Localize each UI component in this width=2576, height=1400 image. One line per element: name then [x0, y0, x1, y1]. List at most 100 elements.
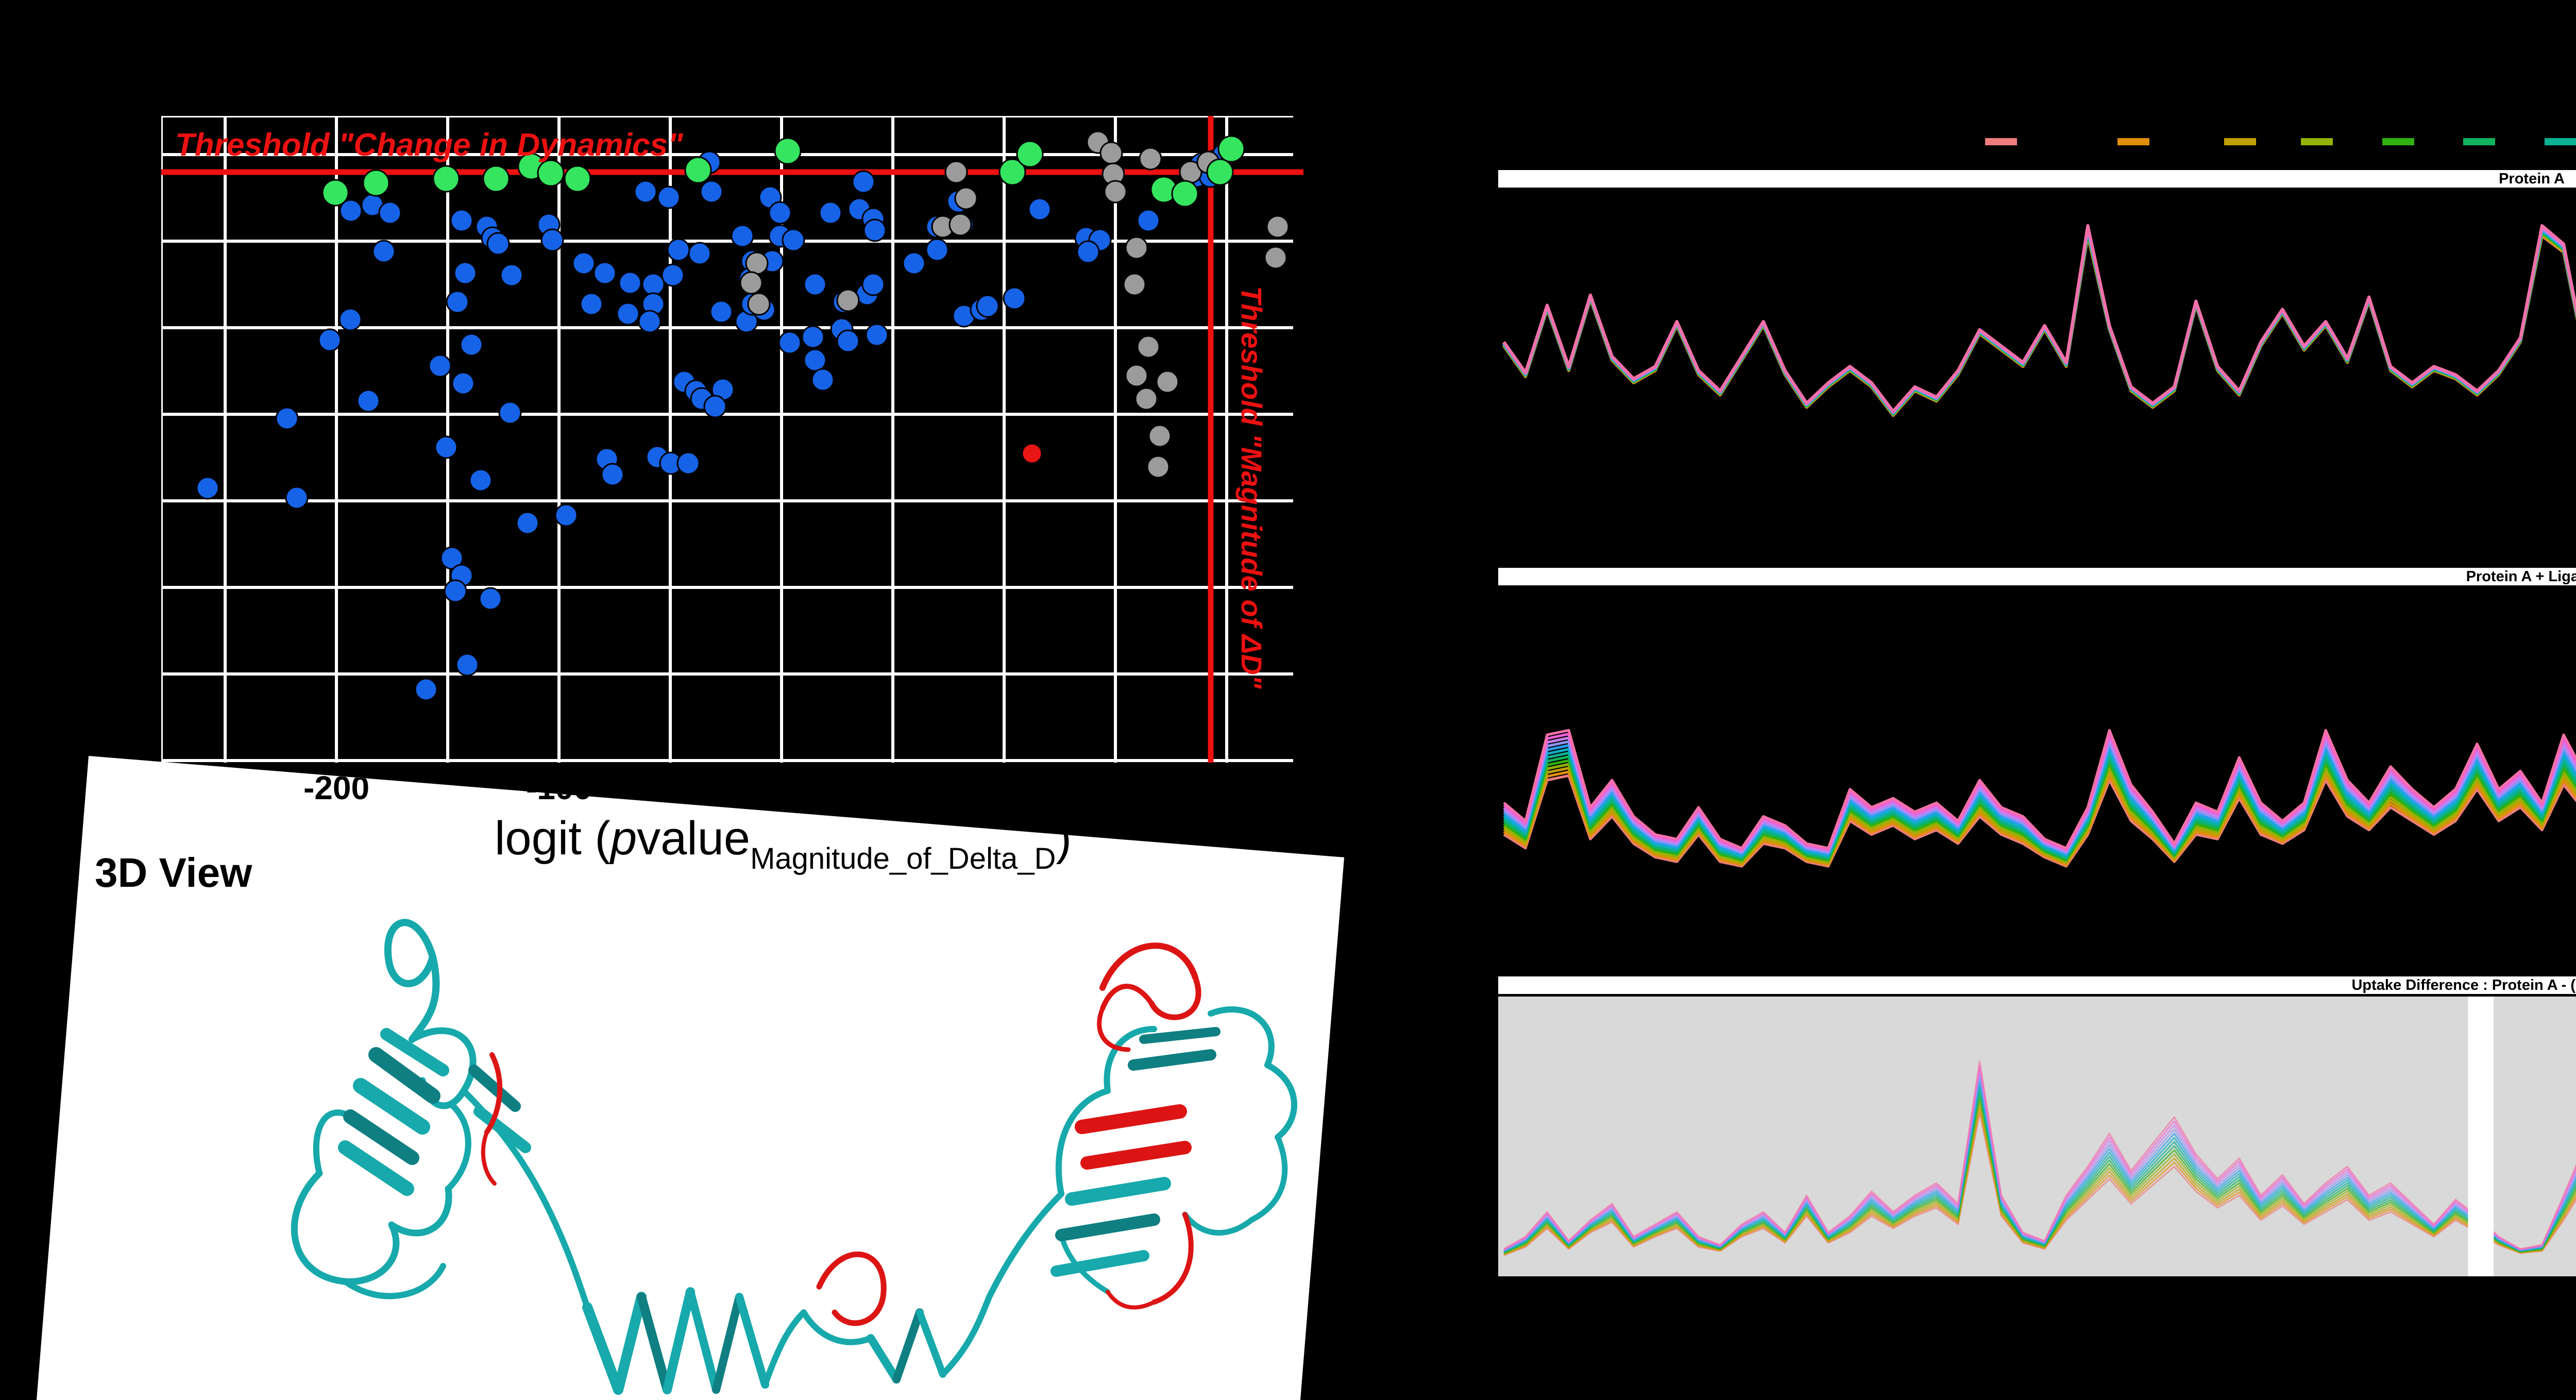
scatter-point-blue[interactable]: [414, 678, 438, 701]
scatter-point-blue[interactable]: [638, 310, 662, 333]
scatter-point-blue[interactable]: [657, 185, 681, 209]
scatter-point-gray[interactable]: [1104, 180, 1127, 204]
scatter-point-blue[interactable]: [580, 292, 603, 316]
scatter-point-blue[interactable]: [861, 273, 885, 296]
scatter-point-green[interactable]: [774, 137, 802, 165]
scatter-point-blue[interactable]: [357, 389, 380, 413]
scatter-point-blue[interactable]: [554, 503, 578, 527]
legend-swatch-timepoint-2[interactable]: [2117, 138, 2149, 145]
scatter-point-gray[interactable]: [1134, 387, 1158, 411]
scatter-point-green[interactable]: [321, 179, 349, 207]
legend-swatch-timepoint-7[interactable]: [2545, 138, 2576, 145]
scatter-point-blue[interactable]: [1137, 209, 1160, 232]
scatter-point-blue[interactable]: [540, 228, 564, 252]
scatter-point-blue[interactable]: [450, 209, 473, 232]
scatter-point-blue[interactable]: [902, 251, 926, 275]
scatter-point-blue[interactable]: [479, 587, 502, 611]
scatter-point-green[interactable]: [998, 158, 1026, 186]
scatter-point-blue[interactable]: [641, 273, 665, 296]
scatter-point-gray[interactable]: [1266, 215, 1290, 239]
scatter-point-blue[interactable]: [811, 368, 835, 392]
scatter-point-gray[interactable]: [1125, 364, 1148, 387]
scatter-point-blue[interactable]: [338, 308, 362, 331]
scatter-point-blue[interactable]: [768, 201, 792, 225]
scatter-point-blue[interactable]: [688, 242, 711, 265]
scatter-point-blue[interactable]: [446, 290, 469, 314]
scatter-point-green[interactable]: [1171, 180, 1199, 208]
scatter-point-blue[interactable]: [1076, 240, 1100, 264]
scatter-point-blue[interactable]: [601, 463, 624, 486]
scatter-point-green[interactable]: [1016, 140, 1044, 168]
scatter-point-green[interactable]: [1206, 158, 1234, 186]
scatter-point-blue[interactable]: [318, 328, 342, 352]
scatter-point-green[interactable]: [564, 165, 591, 193]
volcano-plot[interactable]: [161, 116, 1319, 765]
scatter-point-blue[interactable]: [731, 224, 754, 248]
protein-ribbon-3d-view[interactable]: [258, 885, 1340, 1400]
scatter-point-blue[interactable]: [516, 511, 539, 535]
scatter-point-blue[interactable]: [863, 218, 887, 242]
scatter-point-gray[interactable]: [954, 187, 978, 210]
scatter-point-gray[interactable]: [1123, 273, 1146, 296]
scatter-point-blue[interactable]: [976, 294, 999, 318]
scatter-point-blue[interactable]: [801, 325, 825, 349]
scatter-point-blue[interactable]: [455, 653, 479, 677]
scatter-point-blue[interactable]: [453, 261, 477, 285]
scatter-point-gray[interactable]: [1264, 246, 1287, 269]
legend-swatch-timepoint-3[interactable]: [2224, 138, 2256, 145]
scatter-point-blue[interactable]: [803, 348, 827, 372]
uptake-chart-protein-a[interactable]: [1498, 188, 2576, 548]
scatter-point-green[interactable]: [537, 159, 565, 187]
scatter-point-blue[interactable]: [782, 228, 805, 252]
scatter-point-gray[interactable]: [948, 213, 972, 237]
scatter-point-blue[interactable]: [275, 407, 299, 430]
legend-swatch-timepoint-1[interactable]: [1985, 138, 2017, 145]
scatter-point-green[interactable]: [432, 165, 460, 193]
uptake-difference-chart[interactable]: [1498, 997, 2576, 1276]
scatter-point-blue[interactable]: [444, 579, 467, 603]
scatter-point-blue[interactable]: [469, 468, 493, 492]
scatter-point-blue[interactable]: [618, 271, 642, 295]
scatter-point-blue[interactable]: [434, 435, 458, 459]
scatter-point-gray[interactable]: [1099, 141, 1123, 165]
scatter-point-gray[interactable]: [1139, 147, 1162, 171]
scatter-point-blue[interactable]: [865, 323, 889, 347]
scatter-point-blue[interactable]: [498, 401, 522, 425]
scatter-point-blue[interactable]: [778, 331, 802, 355]
scatter-point-blue[interactable]: [634, 180, 657, 204]
scatter-point-blue[interactable]: [661, 263, 685, 287]
scatter-point-blue[interactable]: [616, 302, 640, 326]
scatter-point-blue[interactable]: [372, 240, 396, 263]
scatter-point-blue[interactable]: [852, 170, 875, 194]
scatter-point-green[interactable]: [684, 156, 712, 184]
legend-swatch-timepoint-6[interactable]: [2463, 138, 2495, 145]
scatter-point-blue[interactable]: [500, 263, 523, 287]
scatter-point-blue[interactable]: [572, 251, 596, 275]
scatter-point-blue[interactable]: [196, 476, 219, 500]
scatter-point-gray[interactable]: [1137, 335, 1160, 359]
scatter-point-gray[interactable]: [747, 292, 771, 316]
scatter-point-blue[interactable]: [460, 333, 483, 357]
scatter-point-blue[interactable]: [703, 395, 727, 418]
scatter-point-blue[interactable]: [339, 199, 363, 223]
scatter-point-gray[interactable]: [1146, 455, 1170, 479]
scatter-point-blue[interactable]: [1003, 286, 1026, 310]
legend-swatch-timepoint-5[interactable]: [2382, 138, 2414, 145]
scatter-point-blue[interactable]: [700, 180, 723, 204]
scatter-point-blue[interactable]: [378, 201, 402, 225]
scatter-point-blue[interactable]: [709, 300, 733, 324]
scatter-point-blue[interactable]: [803, 273, 827, 296]
scatter-point-blue[interactable]: [667, 238, 690, 262]
scatter-point-gray[interactable]: [1156, 370, 1179, 394]
scatter-point-blue[interactable]: [428, 354, 452, 378]
scatter-point-green[interactable]: [1217, 135, 1245, 163]
scatter-point-green[interactable]: [482, 165, 510, 193]
scatter-point-blue[interactable]: [676, 451, 700, 475]
scatter-point-green[interactable]: [362, 169, 390, 197]
scatter-point-blue[interactable]: [451, 372, 475, 395]
scatter-point-blue[interactable]: [819, 201, 842, 225]
scatter-point-gray[interactable]: [739, 271, 763, 295]
legend-swatch-timepoint-4[interactable]: [2301, 138, 2333, 145]
scatter-point-gray[interactable]: [1148, 424, 1172, 448]
scatter-point-blue[interactable]: [593, 261, 617, 285]
